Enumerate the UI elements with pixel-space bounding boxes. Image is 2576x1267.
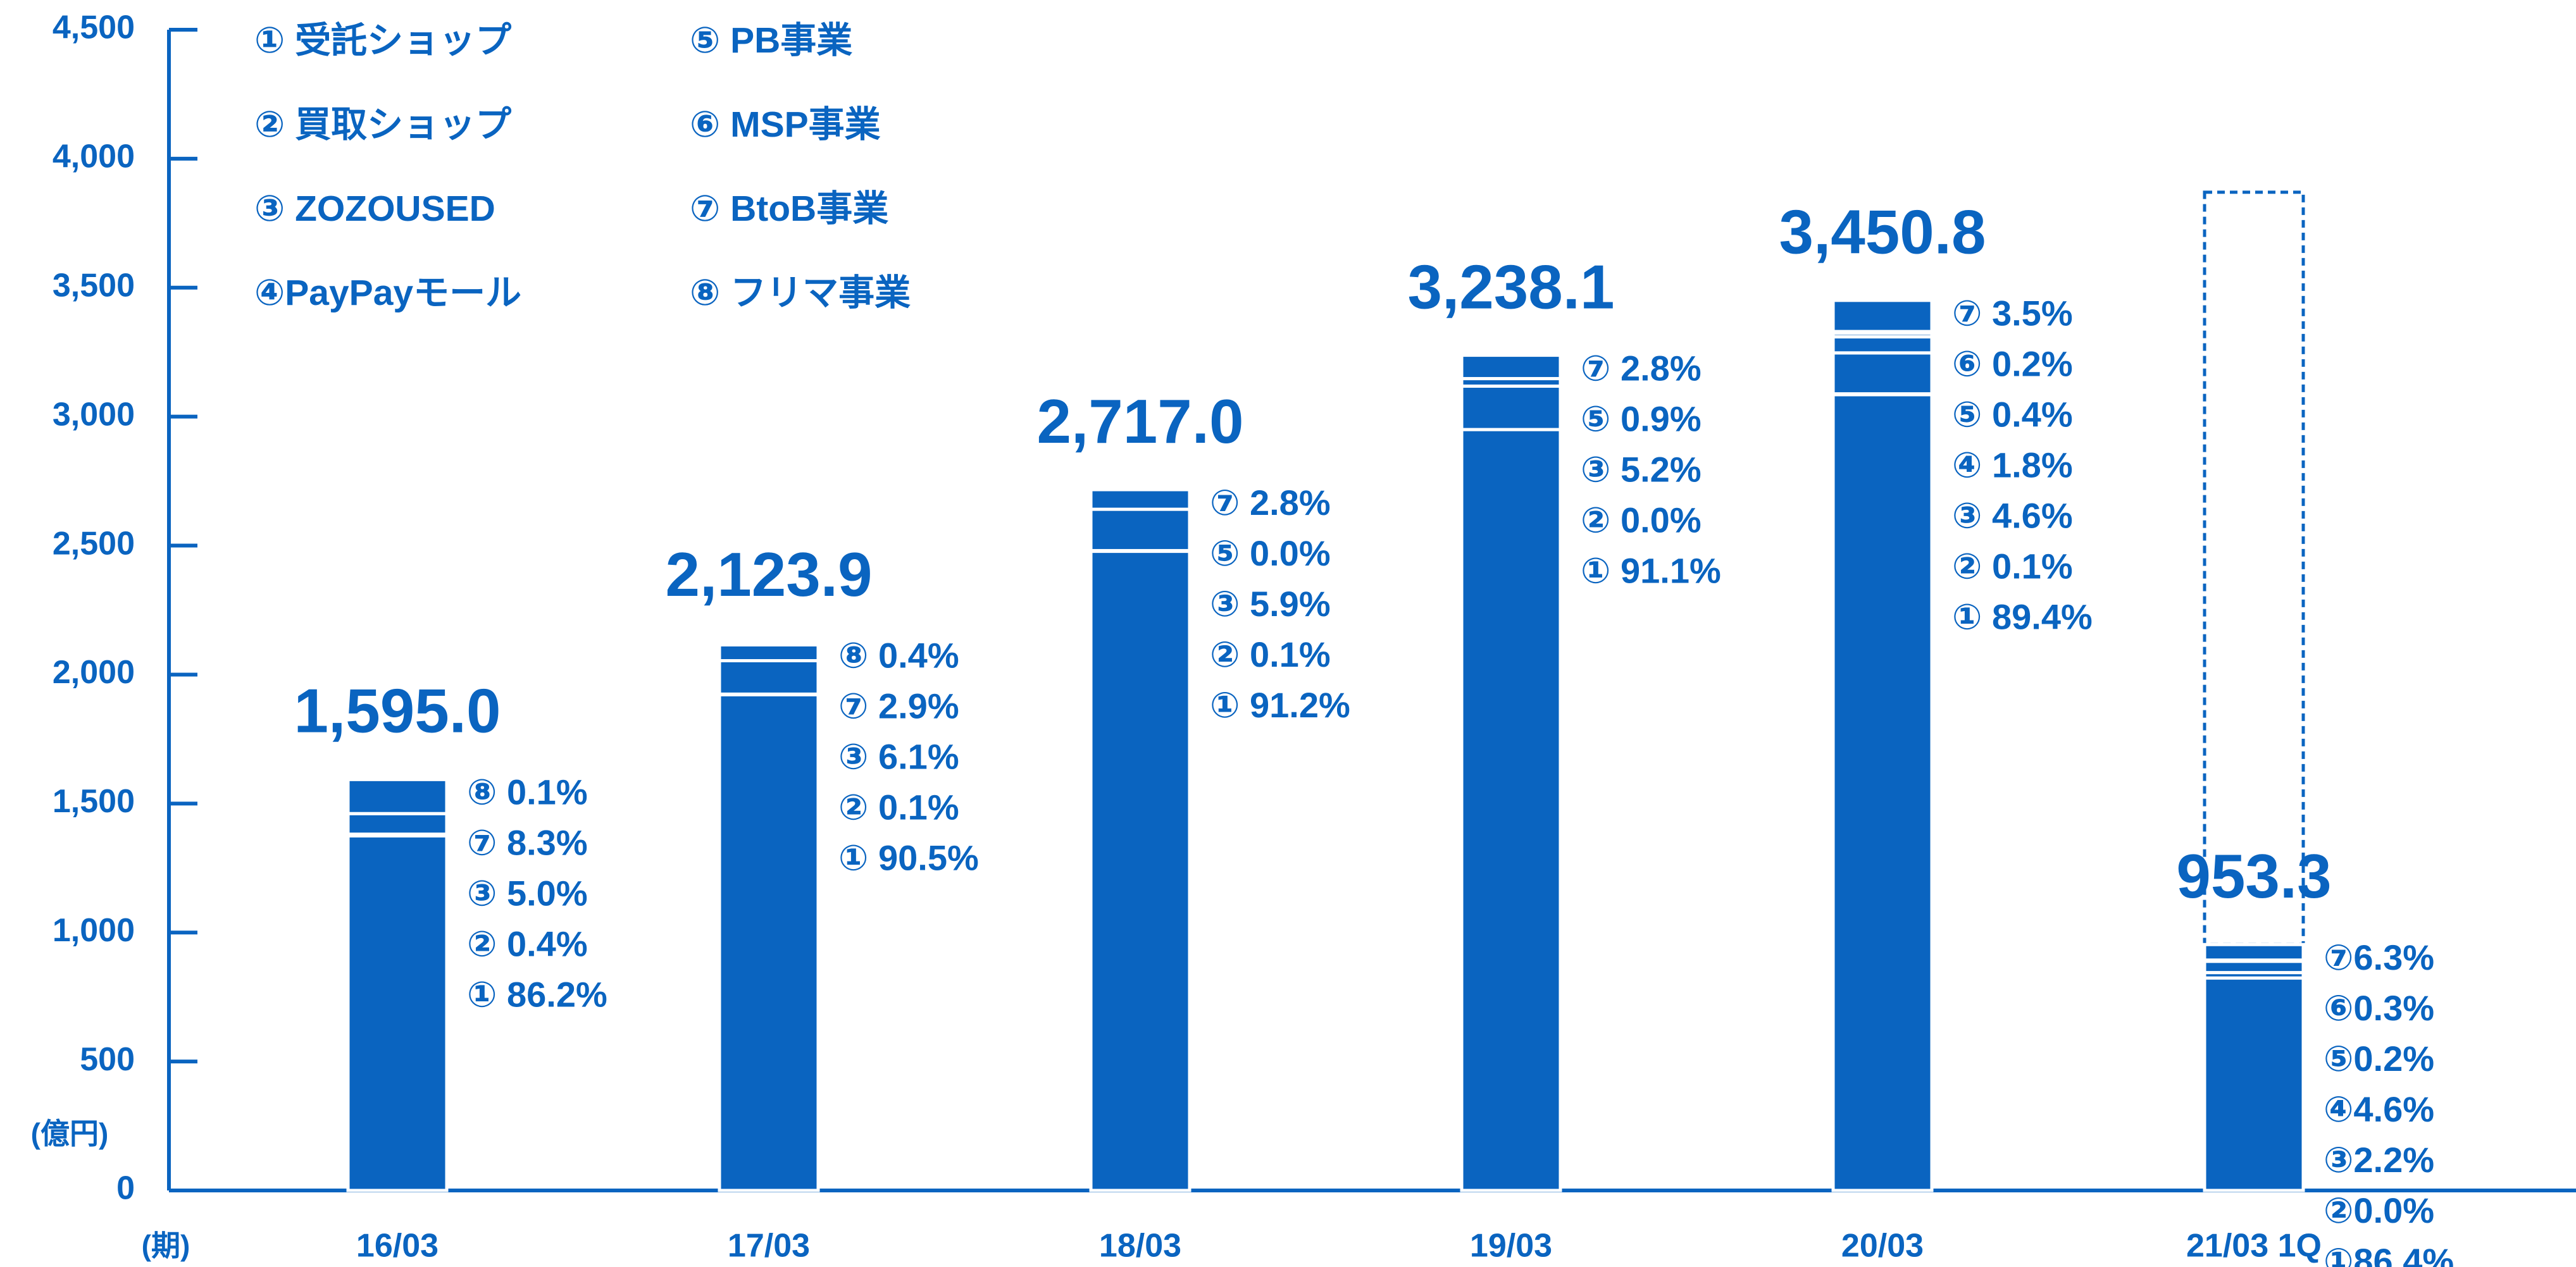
x-tick-label: 21/03 1Q [2186,1228,2322,1264]
legend-item: ⑤ PB事業 [690,20,852,61]
y-unit: (億円) [31,1117,109,1150]
x-tick-label: 18/03 [1099,1228,1181,1264]
segment-label: ⑤ 0.0% [1210,533,1331,573]
segment-label: ② 0.4% [467,924,588,963]
segment-label: ① 86.2% [467,974,607,1014]
bar-segment [1831,299,1934,333]
bar-segment [2203,976,2305,1192]
legend-item: ④PayPayモール [254,273,521,313]
x-tick-label: 16/03 [356,1228,439,1264]
bar-segment [346,777,449,815]
segment-label: ③ 5.0% [467,873,588,913]
x-tick-label: 19/03 [1470,1228,1552,1264]
y-tick-label: 4,000 [53,139,135,175]
segment-label: ④ 1.8% [1952,445,2073,485]
segment-label: ③ 5.9% [1210,584,1331,624]
outline [2203,190,2305,946]
bar-segment [2203,943,2305,962]
bar-segment [1831,335,1934,355]
bar-segment [1460,384,1562,431]
bar-segment [346,812,449,836]
segment-label: ⑤ 0.9% [1581,399,1702,438]
segment-label: ③ 5.2% [1581,449,1702,489]
segment-label: ① 91.1% [1581,550,1721,590]
bar-segment [1831,393,1934,1192]
y-tick-label: 3,000 [53,396,135,433]
legend-item: ① 受託ショップ [254,20,511,61]
y-tick-label: 1,500 [53,783,135,820]
bar-segment [718,693,820,1192]
bar-segment [718,643,820,663]
segment-label: ⑦ 2.9% [838,686,959,726]
bar-segment [1460,428,1562,1192]
segment-label: ① 89.4% [1952,597,2093,637]
legend-item: ③ ZOZOUSED [254,189,495,229]
segment-label: ⑦ 8.3% [467,822,588,862]
segment-label: ③2.2% [2324,1140,2434,1180]
y-tick-label: 1,000 [53,912,135,949]
bar-segment [1089,488,1192,511]
total-label: 2,123.9 [666,540,873,609]
bar-segment [1089,550,1192,1192]
segment-label: ⑥0.3% [2324,988,2434,1028]
total-label: 3,238.1 [1408,252,1615,321]
segment-label: ③ 6.1% [838,737,959,777]
y-tick-label: 500 [80,1041,135,1078]
segment-label: ⑧ 0.1% [467,772,588,812]
bar-segment [1460,354,1562,381]
segment-label: ⑦ 3.5% [1952,294,2073,333]
segment-label: ① 90.5% [838,838,979,878]
segment-label: ⑦ 2.8% [1581,348,1702,388]
y-tick-label: 4,500 [53,9,135,46]
segment-label: ⑧ 0.4% [838,636,959,676]
bar-segment [2203,960,2305,975]
legend-item: ⑥ MSP事業 [690,104,881,145]
bar-segment [1831,351,1934,396]
total-label: 953.3 [2176,841,2331,911]
y-tick-label: 3,500 [53,268,135,304]
x-tick-label: 20/03 [1841,1228,1924,1264]
segment-label: ⑤ 0.4% [1952,395,2073,435]
bar-segment [346,777,449,781]
segment-label: ②0.0% [2324,1190,2434,1230]
bar-segment [1089,507,1192,552]
x-unit: (期) [142,1229,190,1262]
segment-label: ④4.6% [2324,1089,2434,1129]
total-label: 2,717.0 [1037,386,1244,456]
segment-label: ⑦ 2.8% [1210,483,1331,522]
y-tick-label: 0 [116,1170,135,1207]
total-label: 1,595.0 [294,676,501,745]
legend-item: ⑧ フリマ事業 [690,273,911,313]
bar-segment [346,834,449,1192]
segment-label: ③ 4.6% [1952,496,2073,536]
segment-label: ② 0.1% [1210,634,1331,674]
segment-label: ② 0.1% [838,788,959,827]
y-tick-label: 2,000 [53,654,135,691]
segment-label: ⑦6.3% [2324,937,2434,977]
legend-item: ② 買取ショップ [254,104,511,145]
legend-item: ⑦ BtoB事業 [690,189,888,229]
segment-label: ⑥ 0.2% [1952,344,2073,384]
segment-label: ② 0.0% [1581,500,1702,540]
y-tick-label: 2,500 [53,525,135,562]
segment-label: ⑤0.2% [2324,1039,2434,1078]
segment-label: ① 91.2% [1210,685,1350,725]
total-label: 3,450.8 [1779,197,1986,267]
segment-label: ② 0.1% [1952,547,2073,586]
segment-label: ①86.4% [2324,1241,2454,1267]
bar-segment [718,659,820,696]
x-tick-label: 17/03 [728,1228,810,1264]
bar-segment [718,641,820,646]
